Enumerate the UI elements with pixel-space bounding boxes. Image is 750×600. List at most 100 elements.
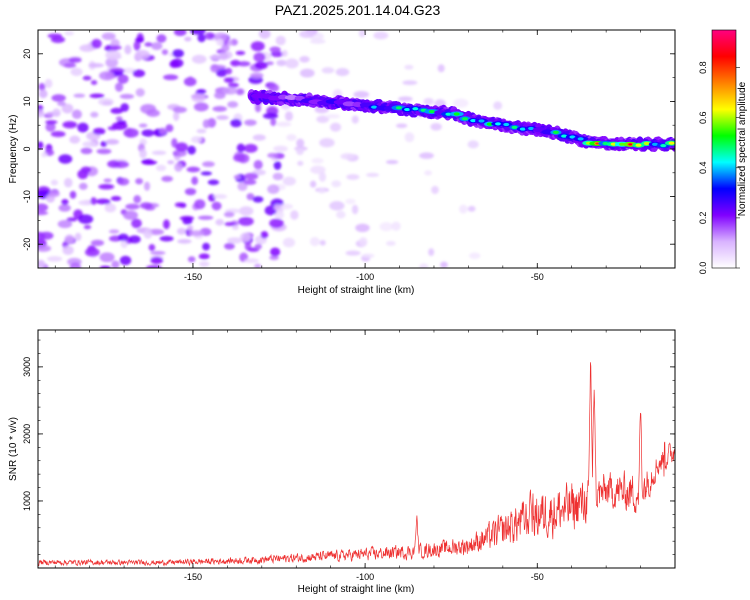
spectrogram-cell [335,68,350,77]
spectrogram-cell [184,36,192,42]
spectrogram-cell [281,49,288,57]
spectrogram-cell [470,119,477,123]
spectrogram-cell [90,111,99,118]
spectrogram-cell [309,236,320,247]
spectrogram-cell [511,125,518,129]
spectrogram-cell [237,61,251,67]
spectrogram-cell [345,198,356,205]
colorbar-tick-label: 0.6 [698,111,708,124]
spectrogram-cell [264,205,277,216]
spectrogram-cell [628,143,633,146]
spectrogram-cell [115,116,123,122]
spectrogram-cell [216,115,229,120]
spectrogram-cell [133,195,142,204]
spectrogram-cell [57,101,66,107]
spectrogram-cell [64,234,75,244]
spectrogram-cell [428,109,435,114]
spectrogram-cell [227,82,239,88]
spectrogram-cell [63,177,73,188]
spectrogram-cell [250,41,265,52]
spectrogram-cell [652,142,659,146]
spectrogram-cell [252,196,264,203]
spectrogram-cell [89,93,105,99]
spectrogram-cell [329,201,345,211]
spectrogram-cell [244,119,257,126]
spectrogram-cell [239,232,251,242]
spectrogram-cell [151,42,163,50]
spectrogram-cell [131,218,142,229]
spectrogram-cell [123,210,139,220]
spectrogram-cell [135,88,145,97]
spectrogram-cell [569,135,576,139]
spectrogram-x-axis: -150 -100 -50 [54,30,676,282]
spectrogram-cell [230,118,242,128]
spectrogram-cell [276,121,292,127]
spectrogram-cell [258,30,271,39]
spectrogram-cell [254,61,268,70]
colorbar-tick-label: 0.4 [698,162,708,175]
spectrogram-cell [92,127,106,135]
spectrogram-x-tick-label: -100 [356,272,374,282]
spectrogram-cell [159,235,174,242]
spectrogram-x-tick-label: -50 [531,272,544,282]
spectrogram-cell [385,159,399,165]
spectrogram-cell [45,122,56,132]
spectrogram-cell [38,245,52,252]
spectrogram-cell [286,134,297,141]
spectrogram-x-tick-label: -150 [184,272,202,282]
spectrogram-cell [187,225,194,231]
spectrogram-cell [238,216,254,226]
spectrogram-cell [95,198,111,205]
spectrogram-cell [519,127,526,131]
spectrogram-cell [78,214,94,224]
spectrogram-cell [250,72,264,79]
spectrogram-cell [99,252,115,263]
spectrogram-cell [215,219,225,226]
colorbar-gradient [712,30,736,268]
spectrogram-cell [103,178,112,183]
spectrogram-cell [176,227,187,235]
spectrogram-cell [233,153,246,162]
spectrogram-cell [186,76,195,87]
spectrogram-cell [119,255,132,266]
spectrogram-cell [235,50,246,56]
spectrogram-cell [105,138,120,145]
spectrogram-cell [135,49,150,60]
spectrogram-cell [495,122,502,126]
spectrogram-cell [279,203,294,210]
spectrogram-cell [311,157,324,164]
spectrogram-cell [346,174,360,180]
spectrogram-cell [74,232,82,242]
snr-series-line [38,362,675,567]
spectrogram-cell [282,237,296,248]
spectrogram-cell [46,256,63,262]
spectrogram-cell [138,123,148,128]
spectrogram-cell [210,63,220,73]
snr-x-label: Height of straight line (km) [298,584,415,595]
spectrogram-cell [111,260,120,268]
spectrogram-cell [233,174,241,180]
spectrogram-cell [82,141,97,148]
spectrogram-cell [319,239,326,246]
snr-x-tick-label: -150 [184,572,202,582]
spectrogram-cell [358,30,366,38]
spectrogram-cell [232,224,239,231]
spectrogram-cell [423,98,434,106]
spectrogram-cell [385,240,396,246]
spectrogram-cell [244,258,260,264]
spectrogram-cell [395,123,408,129]
spectrogram-cell [177,239,192,244]
spectrogram-cell [41,152,48,158]
spectrogram-cell [38,89,48,99]
spectrogram-cell [169,60,180,69]
spectrogram-cell [71,109,82,120]
spectrogram-cell [379,222,393,232]
spectrogram-cell [398,96,413,102]
spectrogram-cell [366,172,380,178]
spectrogram-cell [119,93,135,100]
spectrogram-cell [237,181,248,191]
spectrogram-cell [161,175,173,182]
spectrogram-cell [51,94,66,102]
